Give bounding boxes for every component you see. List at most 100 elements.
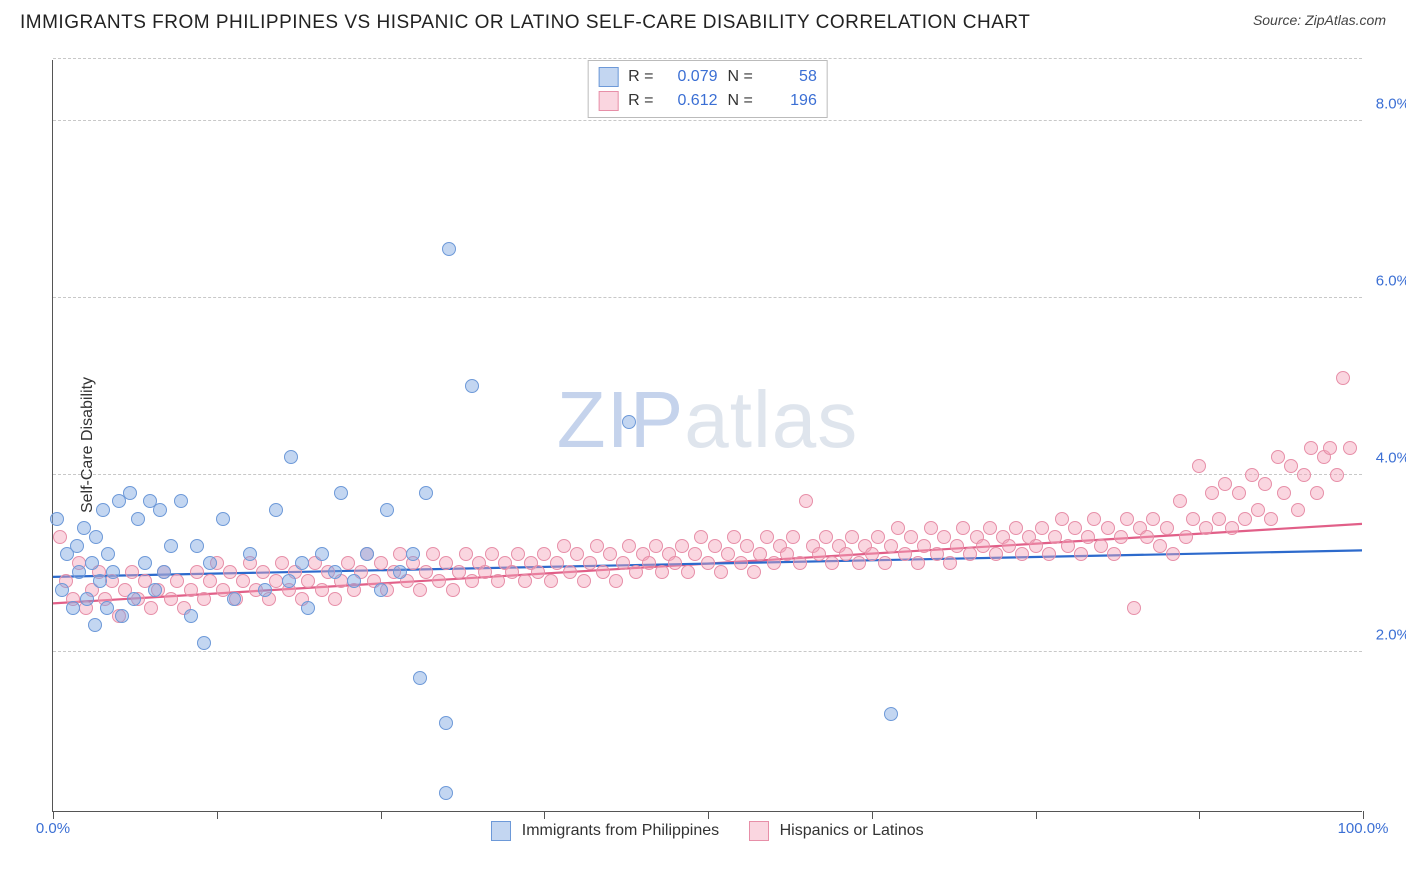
gridline [53,120,1362,121]
scatter-point-pink [1199,521,1213,535]
scatter-point-pink [1074,547,1088,561]
x-tick [217,811,218,819]
scatter-point-pink [184,583,198,597]
scatter-point-pink [478,565,492,579]
legend-stats-row-blue: R = 0.079 N = 58 [598,65,817,89]
watermark: ZIPatlas [557,374,858,466]
watermark-zip: ZIP [557,375,684,464]
scatter-point-pink [190,565,204,579]
scatter-point-blue [72,565,86,579]
scatter-point-pink [1336,371,1350,385]
scatter-point-pink [1015,547,1029,561]
scatter-point-pink [557,539,571,553]
scatter-point-pink [1153,539,1167,553]
gridline [53,58,1362,59]
scatter-point-pink [256,565,270,579]
scatter-point-blue [393,565,407,579]
scatter-point-pink [223,565,237,579]
scatter-point-pink [891,521,905,535]
scatter-point-pink [1146,512,1160,526]
scatter-point-pink [839,547,853,561]
scatter-point-pink [1081,530,1095,544]
scatter-point-pink [852,556,866,570]
scatter-point-pink [1192,459,1206,473]
scatter-point-pink [374,556,388,570]
scatter-point-blue [50,512,64,526]
scatter-point-pink [1048,530,1062,544]
scatter-point-blue [101,547,115,561]
scatter-point-blue [157,565,171,579]
scatter-point-blue [190,539,204,553]
scatter-point-blue [269,503,283,517]
scatter-point-blue [106,565,120,579]
legend-series: Immigrants from Philippines Hispanics or… [53,821,1362,841]
scatter-point-pink [1094,539,1108,553]
scatter-point-pink [911,556,925,570]
scatter-point-pink [943,556,957,570]
watermark-atlas: atlas [684,375,858,464]
y-tick-label: 8.0% [1376,95,1406,112]
scatter-point-blue [374,583,388,597]
chart-title: IMMIGRANTS FROM PHILIPPINES VS HISPANIC … [20,12,1030,34]
x-tick [53,811,54,819]
scatter-point-pink [930,547,944,561]
scatter-point-pink [1127,601,1141,615]
scatter-point-pink [924,521,938,535]
scatter-point-pink [1068,521,1082,535]
scatter-point-pink [1101,521,1115,535]
scatter-point-pink [1297,468,1311,482]
scatter-point-pink [642,556,656,570]
scatter-point-pink [1218,477,1232,491]
scatter-point-blue [442,242,456,256]
scatter-point-pink [1186,512,1200,526]
scatter-point-pink [884,539,898,553]
scatter-point-pink [1343,441,1357,455]
scatter-point-pink [681,565,695,579]
scatter-point-blue [622,415,636,429]
scatter-point-pink [577,574,591,588]
scatter-point-pink [708,539,722,553]
scatter-point-blue [347,574,361,588]
scatter-point-blue [295,556,309,570]
scatter-point-blue [328,565,342,579]
x-tick-label: 100.0% [1338,820,1389,837]
scatter-point-pink [1087,512,1101,526]
scatter-point-pink [570,547,584,561]
chart-header: IMMIGRANTS FROM PHILIPPINES VS HISPANIC … [0,0,1406,34]
legend-r-label: R = [628,92,653,110]
gridline [53,651,1362,652]
scatter-point-pink [563,565,577,579]
scatter-point-pink [393,547,407,561]
scatter-point-pink [1002,539,1016,553]
scatter-point-pink [668,556,682,570]
scatter-point-pink [688,547,702,561]
scatter-point-pink [439,556,453,570]
scatter-point-pink [125,565,139,579]
scatter-point-blue [148,583,162,597]
x-tick [544,811,545,819]
legend-n-label: N = [728,68,753,86]
legend-series-pink: Hispanics or Latinos [749,821,924,841]
x-tick [872,811,873,819]
x-tick [381,811,382,819]
scatter-point-blue [227,592,241,606]
scatter-point-pink [197,592,211,606]
scatter-point-pink [426,547,440,561]
x-tick [708,811,709,819]
scatter-point-pink [1212,512,1226,526]
scatter-point-pink [780,547,794,561]
scatter-point-pink [845,530,859,544]
scatter-point-pink [721,547,735,561]
scatter-point-pink [989,547,1003,561]
scatter-point-pink [976,539,990,553]
legend-series-blue: Immigrants from Philippines [491,821,719,841]
scatter-point-blue [465,379,479,393]
legend-series-pink-label: Hispanics or Latinos [780,822,924,839]
scatter-point-pink [622,539,636,553]
scatter-point-pink [819,530,833,544]
scatter-point-pink [629,565,643,579]
y-tick-label: 2.0% [1376,626,1406,643]
legend-n-label: N = [728,92,753,110]
scatter-point-pink [1029,539,1043,553]
y-tick-label: 4.0% [1376,449,1406,466]
